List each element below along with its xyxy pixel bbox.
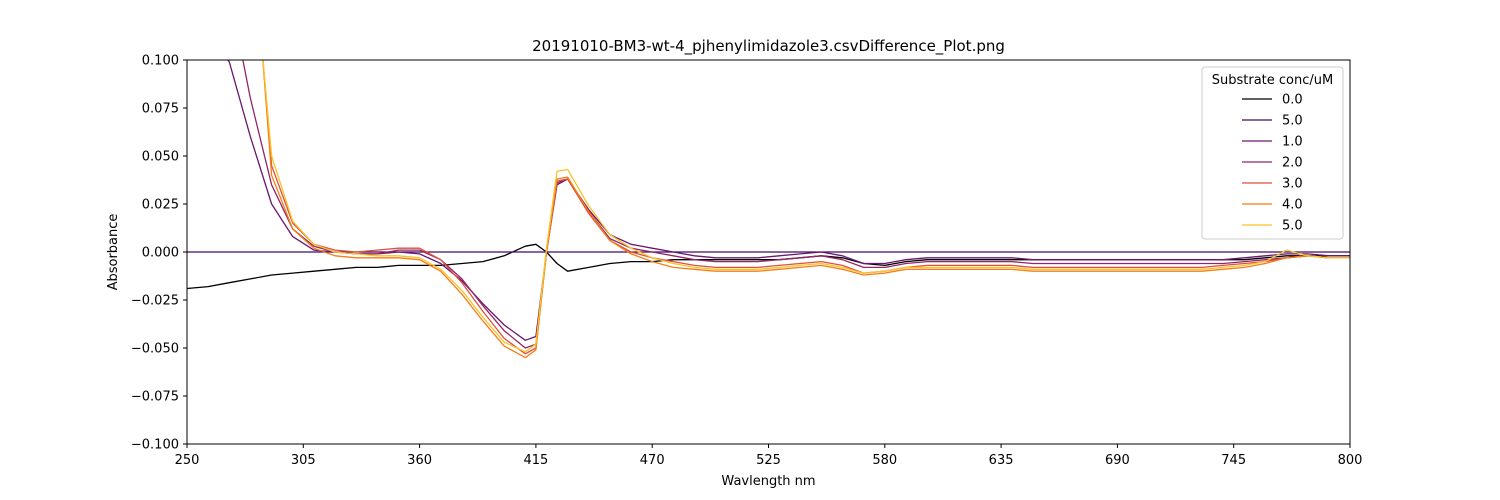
legend: Substrate conc/uM 0.0 5.0 1.0 2.0 3.0 4.0 5.0: [1201, 66, 1344, 240]
legend-label-1: 5.0: [1282, 114, 1303, 129]
legend-label-6: 5.0: [1282, 219, 1303, 234]
y-axis: 0.100 0.075 0.050 0.025 0.000 −0.025 −0.050 −0.…: [131, 54, 187, 453]
x-axis-label: Wavlength nm: [721, 474, 815, 489]
x-tick-label: 690: [1105, 453, 1130, 468]
series-line-2: [226, 60, 1350, 341]
x-tick-label: 360: [407, 453, 432, 468]
x-tick-label: 580: [872, 453, 897, 468]
series-line-6: [262, 60, 1350, 353]
chart-title: 20191010-BM3-wt-4_pjhenylimidazole3.csvD…: [532, 37, 1005, 56]
legend-label-5: 4.0: [1282, 198, 1303, 213]
y-tick-label: −0.075: [131, 390, 179, 405]
y-tick-label: 0.050: [142, 150, 179, 165]
series-line-3: [242, 60, 1350, 349]
series-layer: [187, 60, 1350, 359]
y-tick-label: 0.025: [142, 198, 179, 213]
x-tick-label: 525: [756, 453, 781, 468]
legend-label-3: 2.0: [1282, 156, 1303, 171]
x-tick-label: 635: [989, 453, 1014, 468]
y-tick-label: −0.100: [131, 438, 179, 453]
legend-entries: 0.0 5.0 1.0 2.0 3.0 4.0 5.0: [1242, 93, 1303, 234]
legend-label-0: 0.0: [1282, 93, 1303, 108]
y-tick-label: −0.050: [131, 342, 179, 357]
x-tick-label: 305: [291, 453, 316, 468]
y-axis-label: Absorbance: [106, 214, 121, 291]
series-line-5: [262, 60, 1350, 359]
x-tick-label: 250: [175, 453, 200, 468]
legend-box: [1201, 66, 1344, 240]
y-tick-label: 0.075: [142, 102, 179, 117]
y-tick-label: −0.025: [131, 294, 179, 309]
legend-label-4: 3.0: [1282, 177, 1303, 192]
x-tick-label: 415: [523, 453, 548, 468]
y-tick-label: 0.000: [142, 246, 179, 261]
x-tick-label: 745: [1221, 453, 1246, 468]
legend-label-2: 1.0: [1282, 135, 1303, 150]
y-tick-label: 0.100: [142, 54, 179, 69]
x-tick-label: 800: [1338, 453, 1363, 468]
legend-title: Substrate conc/uM: [1212, 73, 1333, 88]
series-line-4: [262, 60, 1350, 355]
x-axis: 250 305 360 415 470 525 580 635 690 745 800: [175, 444, 1363, 468]
x-tick-label: 470: [640, 453, 665, 468]
